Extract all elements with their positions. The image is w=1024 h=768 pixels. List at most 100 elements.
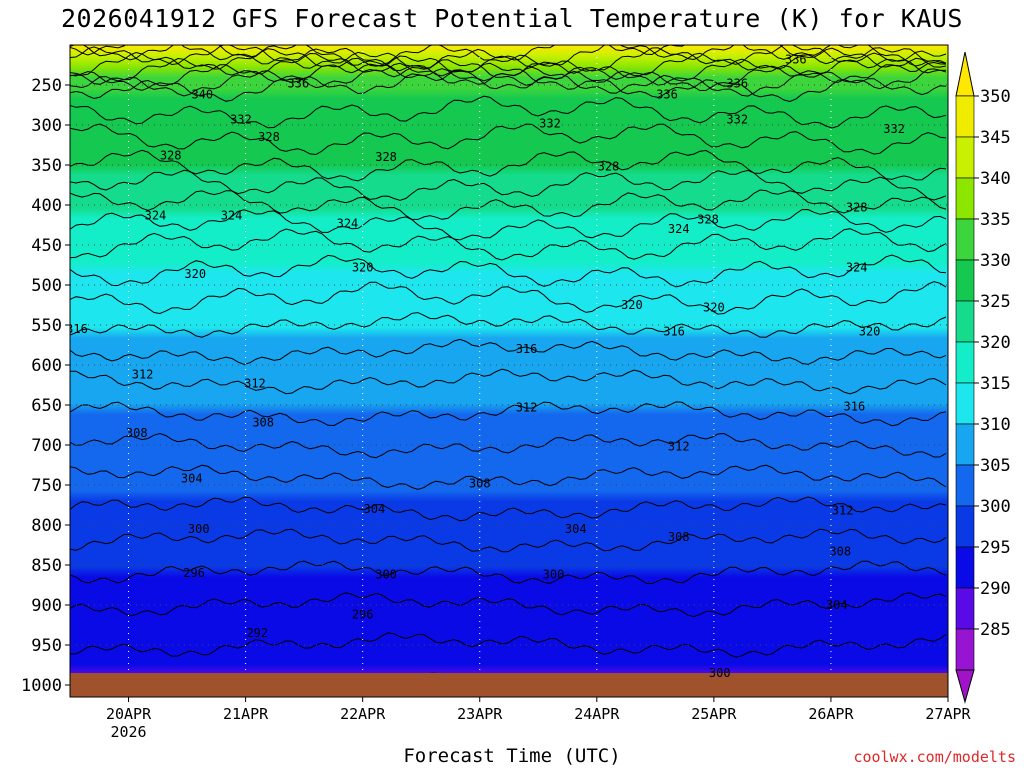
contour-label: 324: [846, 260, 868, 274]
contour-labels: 340 336 332 328 328 328 324 324 324 320 320 316 312 3…: [66, 52, 905, 680]
isentrope-332: [70, 123, 947, 156]
y-tick-label: 450: [31, 236, 62, 256]
contour-label: 316: [516, 342, 538, 356]
colorbar-label: 330: [980, 251, 1011, 271]
isentrope-312: [70, 368, 947, 395]
contour-label: 324: [337, 216, 359, 230]
contour-label: 312: [832, 504, 854, 518]
y-tick-label: 600: [31, 356, 62, 376]
contour-label: 340: [191, 88, 213, 102]
colorbar-swatch: [955, 341, 975, 384]
y-tick-label: 350: [31, 156, 62, 176]
colorbar-label: 285: [980, 620, 1011, 640]
isentrope-300: [70, 560, 947, 585]
source-credit: coolwx.com/modelts: [853, 748, 1016, 766]
colorbar-label: 300: [980, 497, 1011, 517]
colorbar-label: 345: [980, 128, 1011, 148]
contour-label: 328: [375, 150, 397, 164]
contour-label: 328: [697, 212, 719, 226]
contour-label: 304: [826, 598, 848, 612]
contour-label: 320: [859, 324, 881, 338]
x-tick-label: 23APR: [457, 705, 503, 723]
colorbar-label: 315: [980, 374, 1011, 394]
isentrope-310: [70, 401, 947, 427]
colorbar-swatch: [955, 300, 975, 343]
isentrope-318: [70, 281, 947, 315]
contour-label: 320: [703, 300, 725, 314]
y-tick-label: 500: [31, 276, 62, 296]
colorbar-swatch: [955, 587, 975, 630]
contour-label: 320: [184, 267, 206, 281]
isentrope-346: [70, 45, 947, 77]
colorbar-swatch: [955, 505, 975, 548]
contour-label: 308: [126, 426, 148, 440]
y-tick-label: 950: [31, 636, 62, 656]
colorbar-label: 290: [980, 579, 1011, 599]
colorbar-label: 340: [980, 169, 1011, 189]
y-tick-label: 700: [31, 436, 62, 456]
colorbar-swatch: [955, 218, 975, 261]
y-tick-label: 400: [31, 196, 62, 216]
contour-label: 308: [469, 476, 491, 490]
contour-label: 312: [132, 368, 154, 382]
colorbar-swatch: [955, 95, 975, 138]
colorbar-top-arrow: [955, 51, 975, 97]
colorbar-label: 310: [980, 415, 1011, 435]
y-tick-label: 750: [31, 476, 62, 496]
y-tick-label: 1000: [21, 676, 62, 696]
colorbar-label: 305: [980, 456, 1011, 476]
x-tick-label: 21APR: [223, 705, 269, 723]
contour-label: 324: [668, 222, 690, 236]
isentrope-308: [70, 432, 947, 459]
contour-label: 332: [883, 122, 905, 136]
contour-label: 300: [543, 568, 565, 582]
y-tick-label: 250: [31, 76, 62, 96]
contour-label: 316: [663, 324, 685, 338]
y-tick-label: 850: [31, 556, 62, 576]
x-axis-title: Forecast Time (UTC): [403, 745, 621, 767]
x-tick-label: 25APR: [691, 705, 737, 723]
contour-label: 328: [846, 200, 868, 214]
isentrope-336: [70, 68, 947, 103]
contour-lines: [70, 45, 947, 697]
contour-label: 296: [183, 566, 205, 580]
y-tick-label: 550: [31, 316, 62, 336]
contour-label: 312: [244, 376, 266, 390]
x-tick-label: 26APR: [808, 705, 854, 723]
isentrope-320: [70, 254, 947, 288]
isentrope-302: [70, 528, 947, 553]
contour-label: 316: [66, 322, 88, 336]
contour-label: 328: [598, 160, 620, 174]
y-tick-label: 300: [31, 116, 62, 136]
contour-label: 328: [258, 130, 280, 144]
colorbar-bottom-arrow: [955, 669, 975, 704]
y-axis: 250 300 350 400 450 500 550 600 650 700 750 800 850 9…: [21, 76, 70, 696]
colorbar-label: 335: [980, 210, 1011, 230]
colorbar-label: 350: [980, 87, 1011, 107]
isentrope-348: [70, 45, 947, 72]
contour-label: 304: [565, 522, 587, 536]
x-tick-label: 24APR: [574, 705, 620, 723]
isentrope-314: [70, 338, 947, 365]
colorbar-swatch: [955, 423, 975, 466]
isentrope-342: [70, 52, 947, 86]
contour-label: 304: [364, 502, 386, 516]
colorbar-label: 325: [980, 292, 1011, 312]
contour-label: 312: [668, 440, 690, 454]
contour-label: 304: [181, 472, 203, 486]
contour-label: 324: [221, 208, 243, 222]
contour-label: 336: [726, 76, 748, 90]
isentrope-316: [70, 312, 947, 338]
isentrope-344: [70, 47, 947, 82]
isentrope-296: [70, 632, 947, 658]
contour-label: 296: [352, 608, 374, 622]
contour-label: 308: [252, 416, 274, 430]
colorbar-swatch: [955, 628, 975, 671]
colorbar: 350 345 340 335 330 325 320 315 310 305 300 295 290 2…: [955, 51, 1011, 704]
chart-title: 2026041912 GFS Forecast Potential Temper…: [61, 4, 963, 33]
contour-label: 320: [352, 260, 374, 274]
plot-area: 340 336 332 328 328 328 324 324 324 320 320 316 312 3…: [66, 45, 948, 697]
colorbar-swatch: [955, 546, 975, 589]
contour-label: 300: [188, 522, 210, 536]
